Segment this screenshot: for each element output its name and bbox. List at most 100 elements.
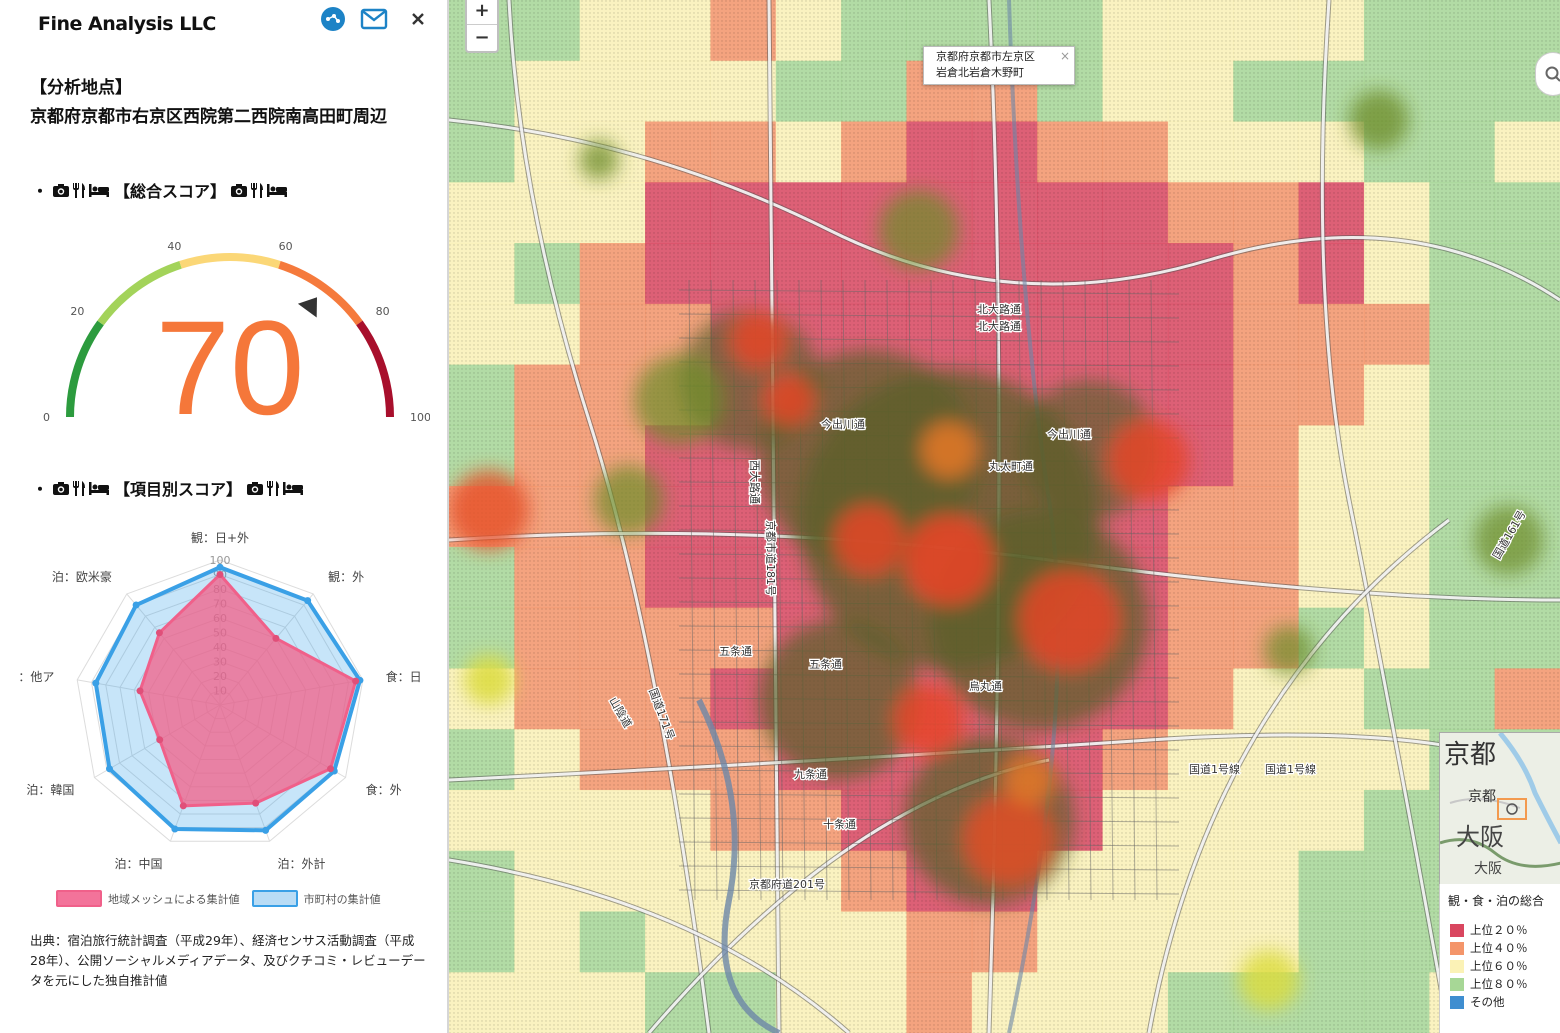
map-legend-swatch <box>1450 959 1464 973</box>
bed-icon <box>89 481 110 495</box>
heat-blob <box>464 655 514 705</box>
close-icon <box>412 13 424 25</box>
heat-blob <box>634 355 724 445</box>
radar-grid-ring <box>76 559 364 842</box>
heat-blob <box>904 515 994 605</box>
radar-axis-label: 観：外 <box>328 570 364 584</box>
category-icons-right <box>246 480 304 497</box>
overview-minimap[interactable]: 京都 京都 大阪 大阪 <box>1439 732 1560 886</box>
minimap-label-4: 大阪 <box>1474 861 1502 877</box>
location-popup: × 京都府京都市左京区 岩倉北岩倉木野町 <box>923 46 1075 85</box>
map-legend-swatch <box>1450 923 1464 937</box>
heat-blob <box>1109 420 1189 500</box>
camera-icon <box>247 481 264 495</box>
overall-score-gauge: 0 20 40 60 80 100 70 <box>43 240 430 432</box>
map-view[interactable]: 北大路通 北大路通 今出川通 今出川通 丸太町通 烏丸通 西大路通 京都市道181号 五条通 五条… <box>449 0 1560 1033</box>
minimap-label-2: 京都 <box>1468 789 1496 805</box>
radar-grid-ring <box>105 588 335 815</box>
mesh-series-area <box>138 573 358 808</box>
mesh-point <box>272 634 280 642</box>
map-legend-item: 上位４０％ <box>1450 940 1528 956</box>
map-legend-label: 上位８０％ <box>1470 977 1528 991</box>
legend-mesh-label: 地域メッシュによる集計値 <box>108 892 240 906</box>
heat-blob <box>764 375 814 425</box>
heat-blob <box>1004 755 1054 805</box>
close-button[interactable] <box>403 6 433 32</box>
overall-score-value: 70 <box>155 294 304 432</box>
road-label: 西大路通 <box>748 460 762 504</box>
bullet-dot: ・ <box>32 480 49 499</box>
radar-axis-label: 泊：他ア <box>20 670 54 684</box>
bed-icon <box>267 183 288 197</box>
city-point <box>216 563 224 571</box>
gauge-segment <box>97 261 182 326</box>
road-label: 九条通 <box>794 767 827 781</box>
gauge-segment <box>356 320 394 418</box>
side-panel: Fine Analysis LLC 【分析地点】 京都府京都市右京区西院第二西院… <box>0 0 449 1033</box>
heat-blob <box>834 505 904 575</box>
gauge-segment <box>179 253 281 269</box>
road-label: 丸太町通 <box>989 460 1033 473</box>
gauge-pointer <box>297 297 317 318</box>
city-point <box>105 765 113 773</box>
city-point <box>304 597 312 605</box>
map-canvas[interactable]: 北大路通北大路通今出川通今出川通丸太町通烏丸通西大路通京都市道181号五条通五条… <box>449 0 1560 1033</box>
heatmap-layer <box>449 90 1544 1010</box>
item-heading-text: 【項目別スコア】 <box>114 480 243 499</box>
radar-legend: 地域メッシュによる集計値 市町村の集計値 <box>56 890 381 907</box>
major-road <box>1320 0 1451 1033</box>
major-road <box>449 858 850 1033</box>
camera-icon <box>231 183 248 197</box>
legend-city-label: 市町村の集計値 <box>303 892 381 906</box>
heat-blob <box>894 685 964 755</box>
mesh-point <box>252 799 260 807</box>
map-legend: 観・食・泊の総合 上位２０％ 上位４０％ 上位６０％ 上位８０％ その他 <box>1439 884 1560 1033</box>
camera-icon <box>53 183 70 197</box>
heat-blob <box>731 312 787 368</box>
heat-blob <box>1239 950 1299 1010</box>
map-legend-item: 上位６０％ <box>1450 958 1528 974</box>
mail-button[interactable] <box>359 6 389 32</box>
mesh-point <box>136 687 144 695</box>
radar-tick-label: 100 <box>210 554 231 567</box>
map-legend-label: 上位６０％ <box>1470 959 1528 973</box>
map-legend-label: 上位２０％ <box>1470 923 1528 937</box>
item-score-heading: ・ 【項目別スコア】 <box>32 476 304 500</box>
mesh-point <box>155 629 163 637</box>
road-label: 十条通 <box>823 817 856 831</box>
heat-blob <box>879 190 959 270</box>
radar-axis-label: 泊：中国 <box>114 856 162 871</box>
share-button[interactable] <box>318 6 348 32</box>
gauge-tick-label: 60 <box>279 240 293 253</box>
mesh-point <box>179 802 187 810</box>
road-label: 北大路通 <box>977 302 1021 316</box>
radar-axis-label: 泊：欧米豪 <box>52 569 112 584</box>
map-legend-title: 観・食・泊の総合 <box>1448 894 1545 908</box>
street <box>678 289 1180 295</box>
map-legend-swatch <box>1450 941 1464 955</box>
analysis-location: 京都府京都市右京区西院第二西院南高田町周辺 <box>30 107 387 127</box>
heat-blob <box>1019 570 1119 670</box>
radar-axis-label: 食：外 <box>366 782 402 797</box>
gauge-tick-label: 0 <box>43 411 50 424</box>
radar-grid-ring <box>90 573 350 829</box>
bed-icon <box>283 481 304 495</box>
major-road <box>1147 518 1450 1033</box>
road-label: 京都府道201号 <box>749 877 825 891</box>
radar-axis-label: 泊：韓国 <box>26 783 74 797</box>
heat-blob <box>1264 625 1314 675</box>
river <box>696 698 781 1033</box>
road-label: 北大路通 <box>977 319 1021 333</box>
gauge-segment <box>278 261 363 326</box>
map-legend-item: 上位２０％ <box>1450 922 1528 938</box>
city-point <box>262 826 270 834</box>
zoom-in-button[interactable]: + <box>467 0 497 25</box>
zoom-out-button[interactable]: − <box>474 27 490 48</box>
popup-close-button[interactable]: × <box>1059 49 1070 63</box>
camera-icon <box>53 481 70 495</box>
gauge-tick-label: 100 <box>410 411 430 424</box>
map-search-button[interactable] <box>1535 52 1560 96</box>
heat-blob <box>921 422 977 478</box>
mail-icon <box>360 8 388 30</box>
road-label: 烏丸通 <box>969 679 1002 693</box>
